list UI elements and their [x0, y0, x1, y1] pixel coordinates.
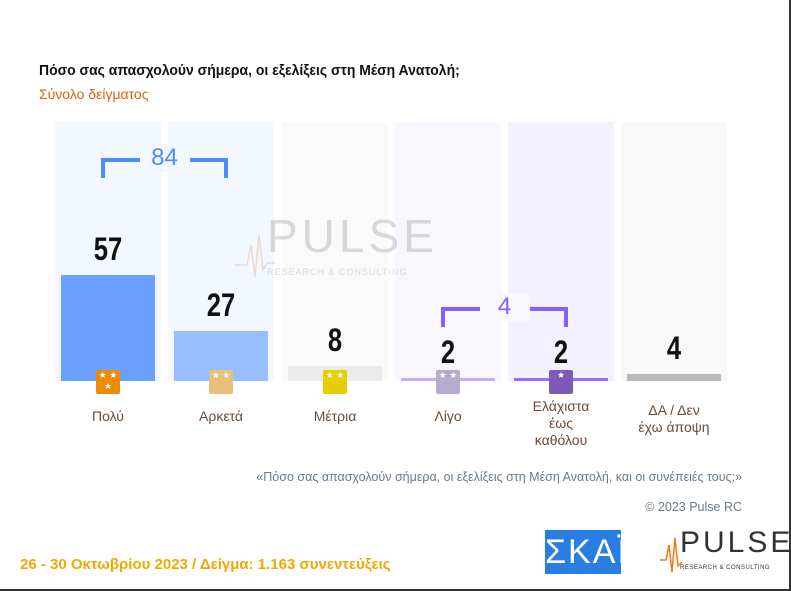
column-background — [621, 122, 727, 381]
value-label: 57 — [93, 230, 123, 267]
bar-5 — [627, 374, 721, 381]
category-label: ΔΑ / Δεν έχω άποψη — [638, 402, 710, 435]
two-stars-icon: ★ ★ — [209, 370, 233, 394]
skai-logo: ΣΚΑΪ — [545, 530, 627, 574]
value-label: 27 — [206, 286, 236, 323]
bar-1 — [174, 330, 268, 381]
copyright: © 2023 Pulse RC — [645, 500, 742, 514]
two-stars-icon: ★ ★ — [436, 370, 460, 394]
chart-title: Πόσο σας απασχολούν σήμερα, οι εξελίξεις… — [39, 62, 460, 79]
category-label: Λίγο — [434, 408, 462, 424]
column-background — [508, 122, 614, 381]
pulse-watermark: PULSE RESEARCH & CONSULTING — [235, 210, 434, 285]
bar-0 — [61, 274, 155, 381]
column-background — [395, 122, 501, 381]
value-label: 4 — [666, 330, 682, 366]
value-label: 2 — [553, 334, 569, 370]
one-star-icon: ★ — [549, 370, 573, 394]
question-note: «Πόσο σας απασχολούν σήμερα, οι εξελίξει… — [256, 470, 742, 484]
three-stars-icon: ★ ★ ★ — [96, 370, 120, 394]
category-label: Ελάχιστα έως καθόλου — [532, 398, 590, 448]
column-background — [282, 122, 388, 381]
group-total-label: 84 — [139, 144, 190, 172]
category-label: Μέτρια — [313, 408, 357, 424]
survey-footer: 26 - 30 Οκτωβρίου 2023 / Δείγμα: 1.163 σ… — [20, 556, 391, 573]
category-label: Πολύ — [92, 408, 124, 424]
chart-subtitle: Σύνολο δείγματος — [39, 86, 149, 102]
group-total-label: 4 — [479, 293, 530, 321]
value-label: 8 — [327, 322, 343, 359]
pulse-logo: PULSE RESEARCH & CONSULTING — [660, 526, 789, 576]
value-label: 2 — [440, 334, 456, 370]
two-stars-icon: ★ ★ — [323, 370, 347, 394]
category-label: Αρκετά — [199, 408, 243, 424]
